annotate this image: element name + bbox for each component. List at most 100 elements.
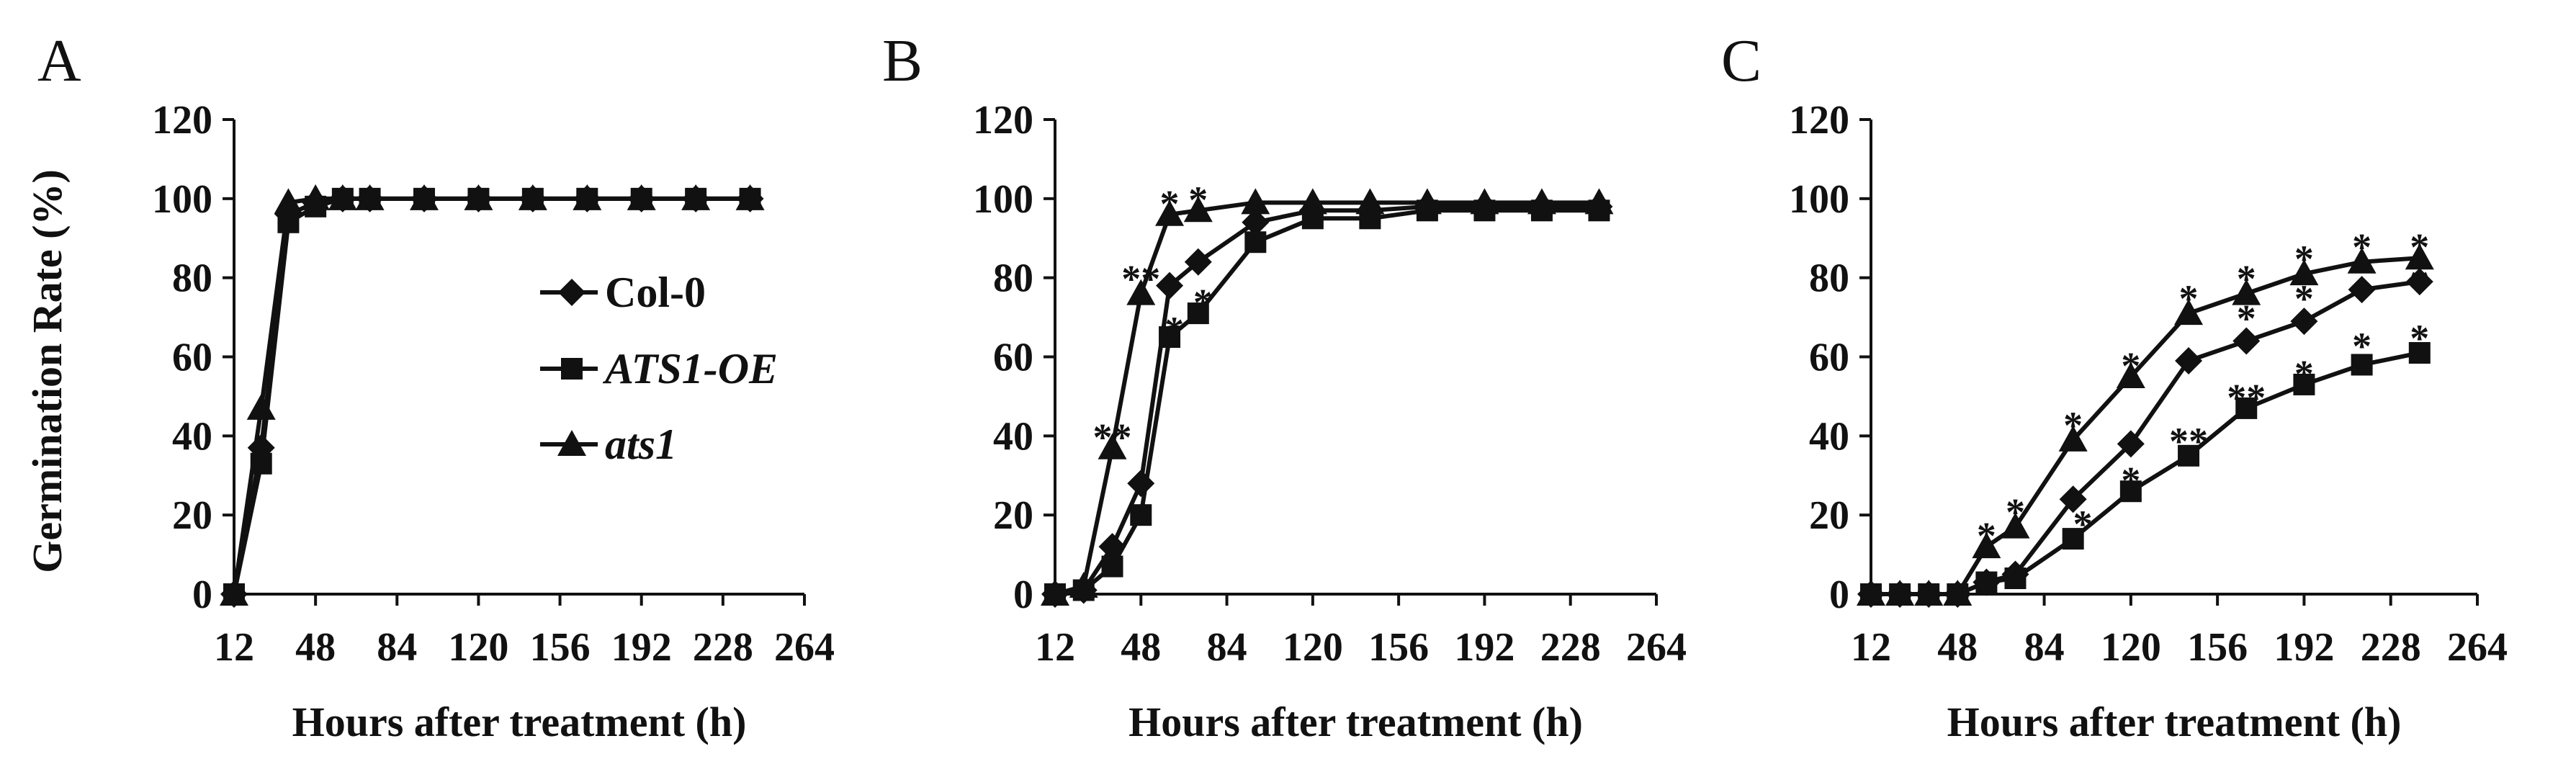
x-tick-label: 228 <box>693 625 753 670</box>
x-tick-label: 156 <box>2187 625 2248 670</box>
y-tick-label: 20 <box>172 493 212 538</box>
x-tick-label: 84 <box>1207 625 1247 670</box>
data-point <box>2405 243 2434 270</box>
x-tick-label: 156 <box>530 625 591 670</box>
panel-letter: A <box>37 27 81 94</box>
data-point <box>2058 425 2088 452</box>
data-point <box>2232 279 2261 305</box>
y-tick-label: 100 <box>152 177 212 222</box>
data-point <box>274 188 303 215</box>
y-tick-label: 60 <box>993 336 1033 380</box>
x-axis-label: Hours after treatment (h) <box>1128 699 1583 745</box>
chart-panel-c: C 0 20 40 60 80 100 120 12 48 84 120 156 192 228 264 Hou… <box>1721 27 2508 745</box>
data-point <box>1127 470 1155 498</box>
data-point <box>2174 299 2204 326</box>
y-tick-label: 100 <box>1789 177 1849 222</box>
data-point <box>246 393 276 420</box>
legend-marker <box>561 358 583 380</box>
data-point <box>1972 532 2001 559</box>
series-line <box>232 196 750 595</box>
data-point <box>681 184 711 210</box>
chart-panel-b: B 0 20 40 60 80 100 120 12 48 84 120 156 192 228 264 Hou… <box>882 27 1687 745</box>
data-point <box>328 184 357 210</box>
x-tick-label: 192 <box>2274 625 2334 670</box>
data-point <box>355 184 385 210</box>
data-point <box>1885 580 1915 606</box>
y-tick-label: 80 <box>1809 256 1849 301</box>
data-point <box>1156 271 1184 300</box>
y-tick-label: 120 <box>973 98 1033 143</box>
panel-letter: C <box>1721 27 1762 94</box>
data-point <box>2289 259 2319 286</box>
y-tick-label: 80 <box>172 256 212 301</box>
x-tick-label: 264 <box>1626 625 1687 670</box>
legend-marker <box>557 430 586 456</box>
significance-marker: ** <box>2169 420 2208 463</box>
series-line <box>232 196 750 595</box>
data-point <box>1857 580 1885 606</box>
significance-marker: ** <box>2227 376 2266 419</box>
data-point <box>2293 373 2315 395</box>
y-tick-label: 40 <box>172 414 212 459</box>
series-ats1-oe <box>223 187 761 605</box>
series-ats1-oe <box>1860 342 2431 605</box>
data-point <box>2351 354 2373 376</box>
data-point <box>2004 567 2027 590</box>
series-col-0 <box>1857 268 2433 608</box>
data-point <box>2178 444 2200 467</box>
data-point <box>1098 433 1127 459</box>
significance-marker: * <box>1164 309 1184 352</box>
significance-marker: * <box>2294 352 2314 395</box>
y-tick-label: 0 <box>192 573 212 617</box>
significance-marker: * <box>2294 238 2314 281</box>
data-point <box>2175 346 2203 374</box>
series-line <box>232 196 750 595</box>
x-tick-label: 192 <box>1454 625 1514 670</box>
series-ats1 <box>220 184 765 606</box>
data-point <box>1155 199 1185 226</box>
significance-marker: * <box>2073 503 2093 546</box>
data-point <box>1101 555 1123 578</box>
significance-marker: ** <box>1093 416 1132 459</box>
series-col-0 <box>220 184 764 608</box>
data-point <box>1159 326 1181 349</box>
series-ats1 <box>1041 188 1614 606</box>
data-point <box>2235 397 2258 419</box>
series-line <box>1871 351 2420 596</box>
significance-marker: * <box>1160 182 1180 225</box>
legend-marker <box>558 279 585 306</box>
data-point <box>2348 276 2376 304</box>
x-tick-label: 264 <box>774 625 835 670</box>
significance-marker: * <box>2237 258 2256 301</box>
series-col-0 <box>1041 192 1613 608</box>
x-tick-label: 84 <box>377 625 417 670</box>
data-point <box>1069 572 1098 598</box>
data-point <box>1241 188 1270 215</box>
x-tick-label: 228 <box>1540 625 1601 670</box>
data-point <box>410 184 439 210</box>
x-tick-label: 120 <box>1283 625 1343 670</box>
data-point <box>2059 485 2087 513</box>
data-point <box>2290 308 2318 336</box>
legend-label: Col-0 <box>605 269 706 316</box>
legend-label: ATS1-OE <box>602 345 778 392</box>
significance-marker: * <box>2294 277 2314 320</box>
x-tick-label: 84 <box>2024 625 2065 670</box>
legend: Col-0 ATS1-OE ats1 <box>540 269 778 468</box>
x-tick-label: 192 <box>611 625 672 670</box>
data-point <box>2408 342 2431 364</box>
x-axis-label: Hours after treatment (h) <box>1947 699 2402 745</box>
significance-marker: * <box>1193 282 1213 325</box>
x-tick-label: 48 <box>1937 625 1978 670</box>
data-point <box>2119 480 2142 503</box>
y-tick-label: 20 <box>1809 493 1849 538</box>
x-tick-label: 12 <box>1035 625 1075 670</box>
data-point <box>1242 208 1270 236</box>
y-tick-label: 60 <box>172 336 212 380</box>
significance-marker: * <box>2352 325 2371 368</box>
data-point <box>627 184 656 210</box>
significance-marker: * <box>2410 317 2429 360</box>
y-tick-label: 100 <box>973 177 1033 222</box>
data-point <box>1187 302 1209 325</box>
